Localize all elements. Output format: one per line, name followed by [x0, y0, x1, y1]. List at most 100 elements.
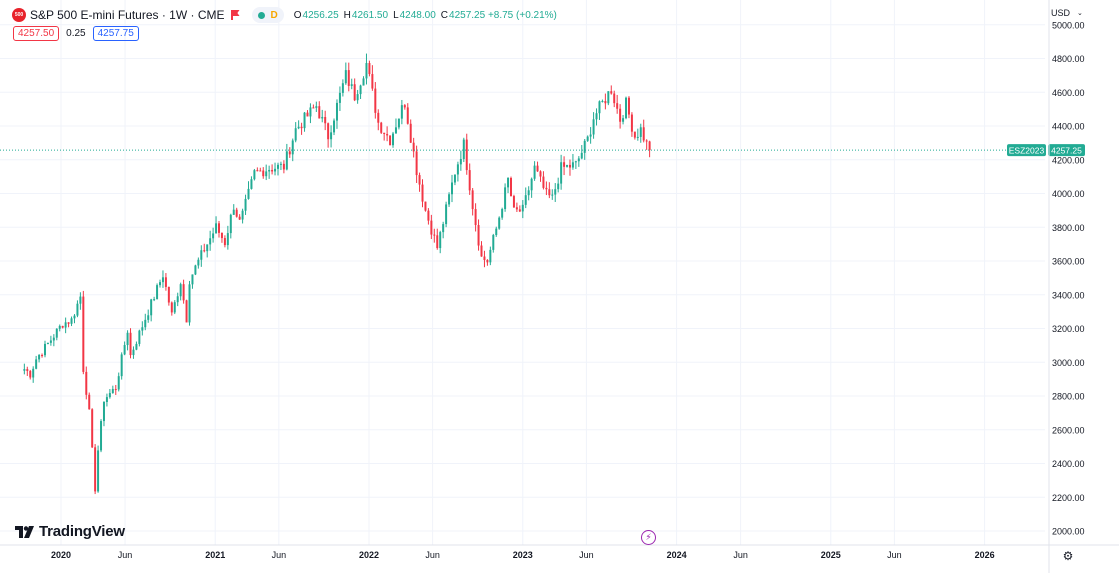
candle-body — [70, 318, 73, 324]
x-tick-label: 2021 — [205, 550, 225, 560]
candle-body — [571, 162, 574, 168]
candle-body — [102, 401, 105, 422]
candle-body — [613, 93, 616, 104]
tradingview-logo[interactable]: TradingView — [15, 523, 125, 540]
flag-icon[interactable] — [230, 10, 240, 20]
candle-body — [386, 133, 389, 136]
candle-body — [406, 107, 409, 124]
candle-body — [256, 170, 259, 172]
candle-body — [276, 164, 279, 169]
bid-ask-row: 4257.50 0.25 4257.75 — [13, 26, 139, 41]
candle-body — [35, 359, 38, 369]
candle-body — [415, 151, 418, 176]
x-tick-label: Jun — [425, 550, 440, 560]
candle-body — [471, 190, 474, 210]
candle-body — [179, 284, 182, 297]
candle-body — [347, 70, 350, 86]
market-status-pill[interactable]: D — [251, 7, 284, 23]
candle-body — [412, 142, 415, 152]
candle-body — [335, 102, 338, 121]
candle-body — [577, 158, 580, 162]
candle-body — [333, 120, 336, 133]
candle-body — [194, 265, 197, 275]
candle-body — [38, 355, 41, 360]
candle-body — [397, 118, 400, 128]
candle-body — [129, 332, 132, 356]
candle-body — [451, 182, 454, 195]
lightning-icon[interactable]: ⚡︎ — [641, 530, 656, 545]
candle-body — [456, 164, 459, 175]
candle-body — [601, 101, 604, 103]
last-price-badge-label: 4257.25 — [1051, 145, 1082, 155]
candle-body — [468, 170, 471, 191]
candle-body — [52, 337, 55, 341]
ohlc-close-label: C — [440, 9, 449, 21]
candle-body — [203, 250, 206, 252]
candle-body — [200, 250, 203, 260]
candle-body — [430, 220, 433, 235]
candle-body — [303, 112, 306, 129]
candle-body — [507, 177, 510, 188]
candle-body — [309, 107, 312, 117]
chevron-down-icon: ⌄ — [1077, 10, 1083, 17]
candle-body — [147, 315, 150, 320]
candle-body — [480, 245, 483, 257]
candle-body — [144, 319, 147, 328]
candle-body — [182, 284, 185, 301]
candle-body — [111, 389, 114, 394]
ohlc-close-value: 4257.25 +8.75 (+0.21%) — [449, 9, 557, 21]
candle-body — [105, 397, 108, 402]
x-tick-label: 2023 — [513, 550, 533, 560]
candle-body — [518, 209, 521, 212]
candle-body — [150, 299, 153, 316]
candle-body — [625, 97, 628, 119]
candle-body — [176, 296, 179, 303]
candle-body — [568, 164, 571, 168]
candle-body — [123, 345, 126, 355]
currency-selector[interactable]: USD ⌄ — [1051, 8, 1083, 18]
candle-body — [580, 152, 583, 159]
candle-body — [530, 178, 533, 191]
candle-body — [598, 101, 601, 114]
candle-body — [344, 70, 347, 84]
candle-body — [76, 303, 79, 316]
symbol-logo-icon[interactable]: 500 — [12, 8, 26, 22]
candle-body — [536, 165, 539, 172]
candle-body — [43, 343, 46, 356]
candle-body — [206, 244, 209, 252]
candle-body — [477, 225, 480, 246]
candle-body — [356, 94, 359, 101]
candle-body — [524, 195, 527, 205]
sell-price-button[interactable]: 4257.50 — [13, 26, 60, 41]
candle-body — [215, 223, 218, 234]
gear-icon[interactable]: ⚙︎ — [1062, 549, 1074, 563]
candle-body — [433, 234, 436, 236]
candle-body — [371, 74, 374, 89]
candle-body — [220, 232, 223, 239]
candle-body — [238, 216, 241, 220]
x-tick-label: Jun — [118, 550, 133, 560]
x-tick-label: 2025 — [821, 550, 841, 560]
candle-body — [365, 63, 368, 79]
spread-value: 0.25 — [66, 28, 86, 39]
ohlc-high-label: H — [343, 9, 351, 21]
candle-body — [636, 136, 639, 138]
x-tick-label: Jun — [579, 550, 594, 560]
candle-body — [504, 187, 507, 210]
buy-price-button[interactable]: 4257.75 — [92, 26, 139, 41]
candles — [23, 53, 651, 495]
candle-body — [453, 174, 456, 183]
symbol-title[interactable]: S&P 500 E-mini Futures · 1W · CME — [30, 8, 225, 22]
x-tick-label: Jun — [887, 550, 902, 560]
candle-body — [73, 315, 76, 319]
candle-body — [604, 101, 607, 104]
candle-body — [545, 187, 548, 190]
x-tick-label: 2026 — [975, 550, 995, 560]
candle-body — [173, 302, 176, 313]
y-tick-label: 5000.00 — [1052, 20, 1085, 30]
candle-body — [82, 296, 85, 372]
candle-body — [563, 162, 566, 167]
candle-body — [94, 447, 97, 492]
candle-body — [341, 83, 344, 93]
